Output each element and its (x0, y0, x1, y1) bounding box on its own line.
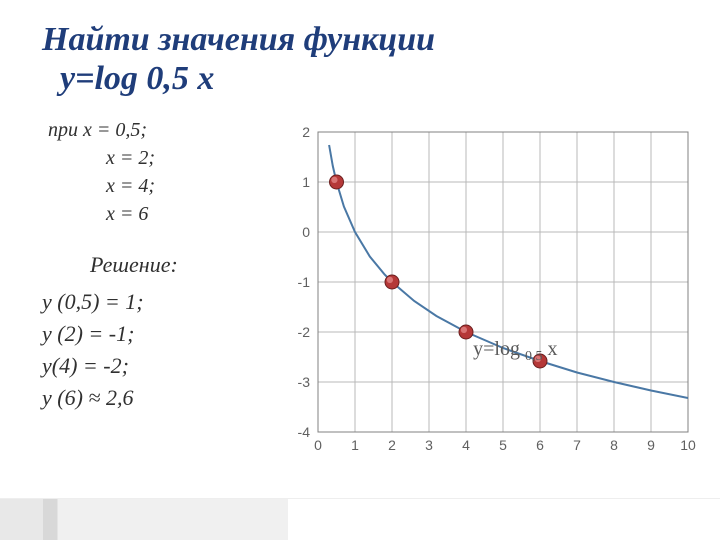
chart: 012345678910-4-3-2-1012 y=log 0,5 x (278, 122, 690, 462)
svg-text:-2: -2 (297, 324, 310, 340)
svg-text:0: 0 (302, 224, 310, 240)
svg-text:3: 3 (425, 437, 433, 453)
solution-line: y (6) ≈ 2,6 (42, 382, 268, 414)
content-row: при x = 0,5; x = 2; x = 4; x = 6 Решение… (42, 116, 690, 462)
svg-text:8: 8 (610, 437, 618, 453)
solution-block: y (0,5) = 1; y (2) = -1; y(4) = -2; y (6… (42, 286, 268, 414)
title-line-1: Найти значения функции (42, 20, 690, 59)
given-value: x = 2 (106, 147, 148, 169)
given-line: x = 6 (48, 200, 268, 228)
slide: Найти значения функции y=log 0,5 x при x… (0, 0, 720, 540)
slide-title: Найти значения функции y=log 0,5 x (42, 20, 690, 98)
svg-text:9: 9 (647, 437, 655, 453)
given-block: при x = 0,5; x = 2; x = 4; x = 6 (42, 116, 268, 228)
slide-footer-decoration (0, 498, 720, 540)
chart-equation-label: y=log 0,5 x (473, 338, 557, 365)
solution-text: y (6) ≈ 2,6 (42, 385, 134, 410)
svg-text:-3: -3 (297, 374, 310, 390)
solution-text: y(4) = -2 (42, 353, 122, 378)
title-line-2: y=log 0,5 x (42, 59, 690, 98)
given-value: x = 4 (106, 175, 148, 197)
given-line: при x = 0,5; (48, 116, 268, 144)
given-value: x = 0,5 (83, 119, 140, 141)
svg-text:6: 6 (536, 437, 544, 453)
solution-text: y (2) = -1 (42, 321, 127, 346)
chart-svg: 0 1 2 3 4 5 6 7 8 9 10 -4 -3 -2 -1 0 1 2 (278, 122, 698, 462)
solution-line: y (2) = -1; (42, 318, 268, 350)
svg-text:1: 1 (302, 174, 310, 190)
svg-text:-4: -4 (297, 424, 310, 440)
left-column: при x = 0,5; x = 2; x = 4; x = 6 Решение… (42, 116, 268, 462)
svg-text:0: 0 (314, 437, 322, 453)
given-line: x = 2; (48, 144, 268, 172)
svg-text:1: 1 (351, 437, 359, 453)
svg-text:10: 10 (680, 437, 696, 453)
solution-line: y(4) = -2; (42, 350, 268, 382)
given-line: x = 4; (48, 172, 268, 200)
given-value: x = 6 (106, 203, 148, 225)
svg-text:7: 7 (573, 437, 581, 453)
svg-text:2: 2 (302, 124, 310, 140)
svg-text:4: 4 (462, 437, 470, 453)
given-prefix: при (48, 119, 83, 141)
svg-text:2: 2 (388, 437, 396, 453)
solution-line: y (0,5) = 1; (42, 286, 268, 318)
solution-header: Решение: (42, 252, 268, 278)
svg-text:5: 5 (499, 437, 507, 453)
svg-text:-1: -1 (297, 274, 310, 290)
solution-text: y (0,5) = 1 (42, 289, 136, 314)
